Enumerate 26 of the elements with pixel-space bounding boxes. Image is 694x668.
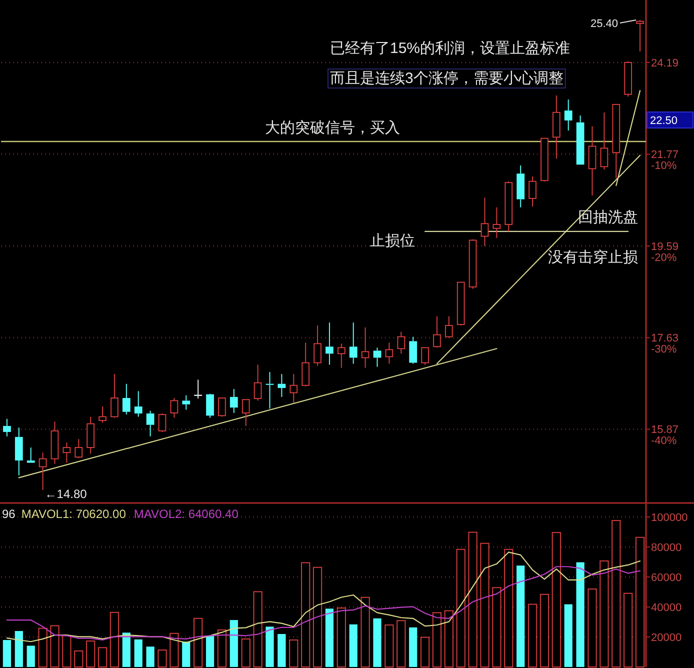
y-tick-label: 17.63 bbox=[651, 332, 679, 345]
series-label: 止损位 bbox=[370, 232, 416, 250]
annotation: 而且是连续3个涨停，需要小心调整 bbox=[330, 70, 564, 87]
y-tick-label: 60000 bbox=[651, 572, 682, 584]
y-tick-label: 20000 bbox=[651, 632, 682, 644]
y-tick-label: 100000 bbox=[651, 512, 688, 524]
annotation: 已经有了15%的利润，设置止盈标准 bbox=[330, 40, 570, 57]
y-tick-label: 24.19 bbox=[651, 57, 679, 70]
y2-tick-label: -10% bbox=[651, 160, 677, 172]
y2-tick-label: -20% bbox=[651, 252, 677, 264]
y-tick-label: 80000 bbox=[651, 542, 682, 554]
y-tick-label: 19.59 bbox=[651, 240, 679, 253]
annotation: ←14.80 bbox=[44, 486, 88, 501]
text: MAVOL1: 70620.00 bbox=[21, 507, 126, 521]
y2-tick-label: -30% bbox=[651, 344, 677, 356]
annotation: 没有击穿止损 bbox=[548, 249, 638, 266]
y-tick-label: 21.77 bbox=[651, 149, 679, 162]
annotation: 96 bbox=[2, 507, 16, 521]
annotation: 回抽洗盘 bbox=[578, 209, 638, 226]
text: 22.50 bbox=[650, 115, 678, 127]
y2-tick-label: -40% bbox=[651, 435, 677, 448]
annotation: 25.40 bbox=[590, 18, 618, 30]
y-tick-label: 15.87 bbox=[651, 424, 679, 436]
ref-line-label: 大的突破信号，买入 bbox=[265, 119, 400, 136]
text: MAVOL2: 64060.40 bbox=[134, 507, 239, 521]
y-tick-label: 40000 bbox=[651, 602, 682, 614]
